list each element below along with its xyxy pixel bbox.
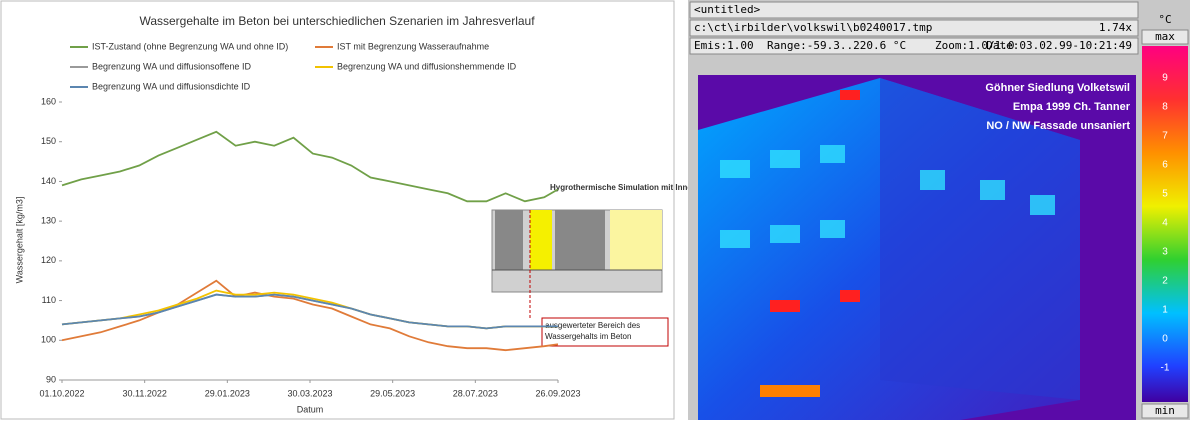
x-tick-label: 29.05.2023 bbox=[370, 388, 415, 398]
series-line bbox=[61, 279, 559, 352]
inset-layer bbox=[555, 210, 605, 270]
overlay-text: Empa 1999 Ch. Tanner bbox=[1013, 101, 1131, 113]
color-bar bbox=[1142, 46, 1188, 402]
file-path: c:\ct\irbilder\volkswil\b0240017.tmp bbox=[694, 21, 932, 34]
scale-label: 8 bbox=[1162, 102, 1168, 113]
scale-label: 2 bbox=[1162, 276, 1168, 287]
y-tick-label: 100 bbox=[41, 335, 56, 345]
thermal-viewer: <untitled> c:\ct\irbilder\volkswil\b0240… bbox=[688, 0, 1190, 420]
inset-layer bbox=[610, 210, 662, 270]
file-bar bbox=[689, 19, 1139, 37]
y-tick-label: 120 bbox=[41, 255, 56, 265]
legend-label: Begrenzung WA und diffusionsoffene ID bbox=[92, 61, 251, 71]
min-label: min bbox=[1155, 404, 1175, 417]
facade bbox=[880, 78, 1080, 400]
scale-label: 7 bbox=[1162, 131, 1168, 142]
legend-label: IST-Zustand (ohne Begrenzung WA und ohne… bbox=[92, 41, 288, 51]
hot-spots bbox=[760, 90, 860, 397]
y-tick-label: 110 bbox=[42, 295, 56, 305]
x-tick-label: 30.11.2022 bbox=[122, 388, 166, 398]
overlay-text: Göhner Siedlung Volketswil bbox=[985, 82, 1130, 94]
max-box bbox=[1141, 29, 1189, 45]
emis: Emis:1.00 bbox=[694, 39, 754, 52]
scale-label: 6 bbox=[1162, 160, 1168, 171]
y-tick-label: 90 bbox=[46, 374, 56, 384]
window-title: <untitled> bbox=[694, 3, 761, 16]
scale-label: 4 bbox=[1162, 218, 1168, 229]
y-tick-label: 130 bbox=[41, 216, 56, 226]
scale-label: -1 bbox=[1161, 363, 1170, 374]
scale-label: 0 bbox=[1162, 334, 1168, 345]
zoom-factor: 1.74x bbox=[1099, 21, 1132, 34]
x-axis-label: Datum bbox=[297, 404, 324, 414]
annotation-wrap: ausgewerteter Bereich des Wassergehalts … bbox=[545, 321, 641, 341]
legend-label: Begrenzung WA und diffusionshemmende ID bbox=[337, 61, 517, 71]
title-bar bbox=[689, 1, 1139, 19]
unit: °C bbox=[1158, 13, 1171, 26]
x-tick-label: 29.01.2023 bbox=[205, 388, 250, 398]
y-tick-label: 150 bbox=[41, 136, 56, 146]
annotation: ausgewerteter Bereich des Wassergehalts … bbox=[545, 321, 641, 341]
y-tick-label: 140 bbox=[41, 176, 56, 186]
chart-title: Wassergehalte im Beton bei unterschiedli… bbox=[139, 14, 535, 28]
scale-label: 9 bbox=[1162, 73, 1168, 84]
info-bar bbox=[689, 37, 1139, 55]
legend-label: IST mit Begrenzung Wasseraufnahme bbox=[337, 41, 489, 51]
y-axis-label: Wassergehalt [kg/m3] bbox=[14, 197, 24, 284]
legend-label: Begrenzung WA und diffusionsdichte ID bbox=[92, 81, 251, 91]
scale-label: 5 bbox=[1162, 189, 1168, 200]
windows bbox=[720, 145, 1055, 248]
x-tick-label: 01.10.2022 bbox=[39, 388, 84, 398]
series-line bbox=[61, 130, 559, 203]
annotation-box bbox=[541, 317, 669, 347]
x-tick-label: 26.09.2023 bbox=[535, 388, 580, 398]
min-box bbox=[1141, 403, 1189, 419]
scale-label: 1 bbox=[1162, 305, 1168, 316]
series-line bbox=[61, 293, 558, 330]
overlay-text: NO / NW Fassade unsaniert bbox=[986, 120, 1130, 132]
inset-title: Hygrothermische Simulation mit Innendämm… bbox=[550, 183, 735, 192]
x-tick-label: 30.03.2023 bbox=[287, 388, 332, 398]
date: Date:03.02.99-10:21:49 bbox=[986, 39, 1132, 52]
inset: Hygrothermische Simulation mit Innendämm… bbox=[491, 183, 735, 347]
range: Range:-59.3..220.6 °C bbox=[767, 39, 906, 52]
y-tick-label: 160 bbox=[41, 96, 56, 106]
inset-layer bbox=[530, 210, 552, 270]
zoom: Zoom:1.0/1.0 bbox=[935, 39, 1014, 52]
inset-layer bbox=[495, 210, 523, 270]
scale-label: 3 bbox=[1162, 247, 1168, 258]
x-tick-label: 28.07.2023 bbox=[453, 388, 498, 398]
max-label: max bbox=[1155, 30, 1175, 43]
